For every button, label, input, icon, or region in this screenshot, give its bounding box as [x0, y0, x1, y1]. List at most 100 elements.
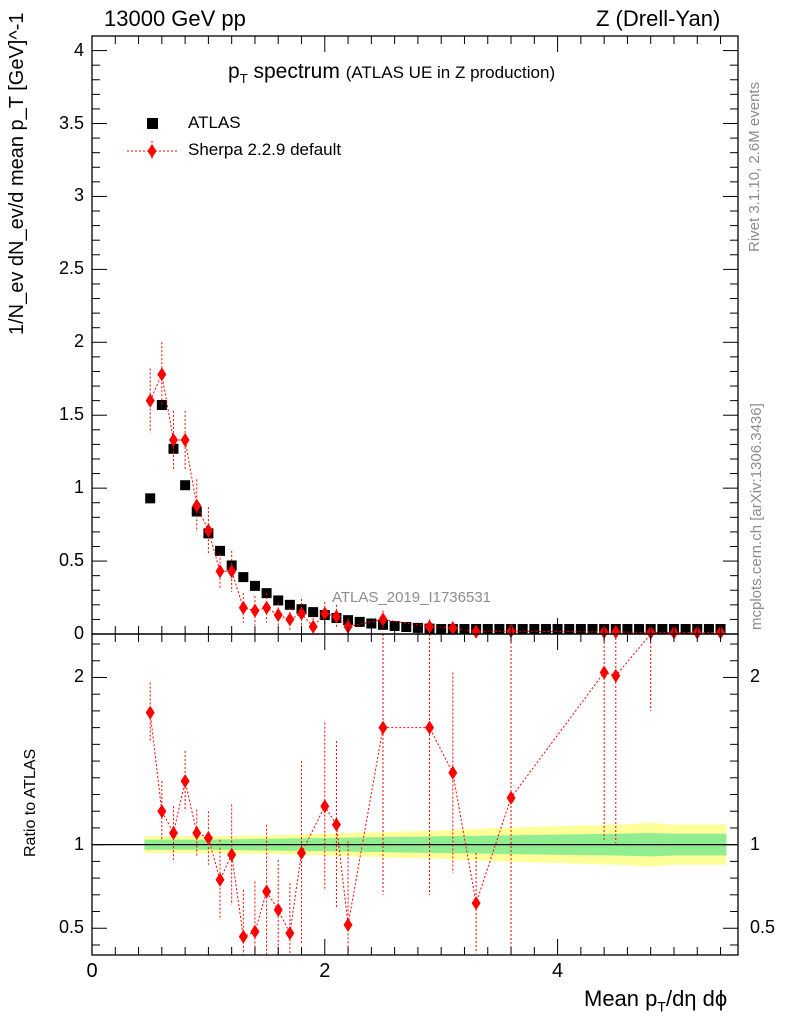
ratio-point — [320, 799, 330, 814]
main-y-tick-label: 1.5 — [58, 404, 84, 425]
ratio-point — [448, 765, 458, 780]
sherpa-point — [168, 433, 178, 448]
ratio-y-tick-label: 1 — [73, 833, 84, 854]
legend-label-atlas: ATLAS — [188, 113, 241, 132]
ratio-y-tick-label: 0.5 — [58, 917, 84, 938]
sherpa-point — [471, 624, 481, 639]
sherpa-point — [215, 564, 225, 579]
ratio-y-tick-label-right: 0.5 — [750, 917, 776, 938]
main-y-tick-label: 0.5 — [58, 550, 84, 571]
ratio-y-tick-label-right: 1 — [750, 833, 761, 854]
ratio-point — [262, 884, 272, 899]
sherpa-point — [192, 498, 202, 513]
sherpa-point — [308, 619, 318, 634]
plot-title: pT spectrum (ATLAS UE in Z production) — [228, 60, 556, 87]
atlas-point — [564, 624, 575, 634]
watermark: ATLAS_2019_I1736531 — [332, 589, 492, 606]
ratio-point — [192, 825, 202, 840]
sherpa-point — [157, 367, 167, 382]
sherpa-point — [331, 609, 341, 624]
axis-ticks — [91, 36, 738, 955]
sherpa-point — [320, 606, 330, 621]
atlas-point — [587, 624, 598, 634]
ratio-y-tick-label: 2 — [73, 666, 84, 687]
ratio-point — [331, 817, 341, 832]
sherpa-point — [250, 603, 260, 618]
sherpa-point — [273, 608, 283, 623]
main-y-tick-label: 2.5 — [58, 258, 84, 279]
ratio-series-line — [149, 633, 652, 938]
ratio-point — [425, 720, 435, 735]
header-right: Z (Drell-Yan) — [596, 6, 721, 31]
atlas-point — [215, 545, 226, 556]
ratio-point — [203, 830, 213, 845]
ratio-point — [238, 929, 248, 944]
main-y-tick-label: 0 — [73, 623, 84, 643]
ratio-point — [611, 668, 621, 683]
atlas-point — [517, 624, 528, 634]
ratio-point — [168, 825, 178, 840]
sherpa-point — [378, 612, 388, 627]
rivet-label: Rivet 3.1.10, 2.6M events — [746, 81, 763, 252]
atlas-point — [180, 480, 191, 491]
sherpa-point — [285, 612, 295, 627]
ratio-y-tick-label-right: 2 — [750, 666, 761, 687]
ratio-point — [297, 846, 307, 861]
x-tick-label: 0 — [86, 960, 98, 982]
legend-label-sherpa: Sherpa 2.2.9 default — [188, 140, 342, 159]
sherpa-point — [611, 624, 621, 639]
atlas-point — [703, 624, 714, 634]
atlas-point — [156, 400, 167, 411]
atlas-point — [273, 595, 284, 606]
atlas-point — [634, 624, 645, 634]
sherpa-point — [145, 393, 155, 408]
ratio-point — [250, 924, 260, 939]
sherpa-point — [203, 523, 213, 538]
atlas-point — [540, 624, 551, 634]
ratio-point — [285, 926, 295, 941]
ratio-point — [506, 790, 516, 805]
ratio-point — [471, 896, 481, 911]
main-y-tick-label: 3.5 — [58, 112, 84, 133]
atlas-point — [354, 616, 365, 627]
ratio-point — [343, 917, 353, 932]
plot-subtitle: (ATLAS UE in Z production) — [345, 63, 556, 82]
main-y-tick-label: 3 — [73, 185, 84, 206]
x-tick-label: 4 — [552, 960, 564, 982]
legend-marker-atlas — [147, 118, 158, 129]
ratio-point — [180, 774, 190, 789]
legend-marker-sherpa — [147, 144, 157, 158]
ratio-y-axis-label: Ratio to ATLAS — [22, 748, 39, 857]
legend — [127, 118, 178, 161]
atlas-point — [401, 621, 412, 632]
ratio-point — [599, 665, 609, 680]
atlas-point — [366, 618, 377, 629]
ratio-point — [215, 872, 225, 887]
sherpa-point — [238, 600, 248, 615]
ratio-point — [378, 720, 388, 735]
x-axis-label: Mean pT/dη dϕ — [584, 986, 728, 1015]
atlas-point — [389, 620, 400, 631]
sherpa-point — [262, 600, 272, 615]
sherpa-point — [180, 433, 190, 448]
ratio-plot-area — [92, 633, 738, 955]
sherpa-point — [227, 564, 237, 579]
atlas-point — [238, 572, 249, 583]
sherpa-point — [425, 619, 435, 634]
ratio-point — [227, 847, 237, 862]
main-y-tick-label: 4 — [73, 39, 84, 60]
mcplots-label: mcplots.cern.ch [arXiv:1306.3436] — [748, 403, 765, 630]
atlas-point — [494, 624, 505, 634]
atlas-point — [680, 624, 691, 634]
main-y-tick-label: 1 — [73, 477, 84, 498]
ratio-frame — [91, 633, 739, 956]
x-tick-label: 2 — [319, 960, 331, 982]
atlas-point — [145, 493, 156, 504]
atlas-point — [284, 599, 295, 610]
atlas-point — [249, 580, 260, 591]
ratio-point — [273, 902, 283, 917]
atlas-point — [657, 624, 668, 634]
sherpa-point — [448, 621, 458, 636]
ratio-point — [145, 705, 155, 720]
